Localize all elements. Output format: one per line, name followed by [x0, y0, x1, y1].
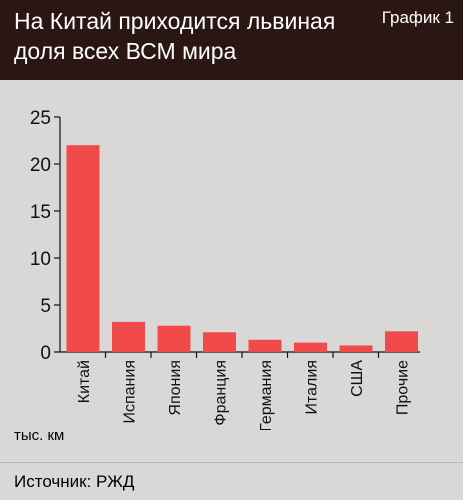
x-category-label: Китай	[76, 360, 93, 403]
bar-1	[66, 145, 100, 352]
bar-6	[294, 342, 327, 352]
y-tick-label: 5	[40, 296, 51, 317]
y-tick-label: 10	[30, 249, 51, 270]
bar-3	[157, 325, 191, 352]
graph-number-label: График 1	[381, 8, 454, 27]
bar-8	[385, 331, 418, 352]
x-category-label: Франция	[213, 360, 230, 426]
source-note: Источник: РЖД	[14, 472, 135, 491]
bar-chart: 0 5 10 15 20 25 Китай Испания Япония Франция Герма…	[30, 108, 420, 430]
page-title: На Китай приходится львиная доля всех ВС…	[14, 8, 336, 64]
y-tick-label: 0	[40, 343, 51, 364]
x-category-label: Прочие	[395, 360, 412, 415]
x-category-label: Япония	[167, 360, 184, 416]
header-bar: На Китай приходится львиная доля всех ВС…	[0, 0, 463, 80]
footer-divider	[0, 462, 463, 463]
x-category-label: Германия	[258, 360, 275, 430]
bar-4	[203, 332, 236, 352]
bar-2	[112, 321, 145, 352]
bar-5	[248, 339, 282, 352]
y-tick-label: 25	[30, 108, 51, 129]
y-tick-label: 15	[30, 202, 51, 223]
x-category-label: Италия	[304, 360, 321, 414]
y-axis-unit-label: тыс. км	[14, 427, 65, 444]
y-tick-label: 20	[30, 155, 51, 176]
x-category-label: США	[349, 360, 366, 397]
x-category-label: Испания	[122, 360, 139, 424]
bar-7	[339, 345, 373, 352]
